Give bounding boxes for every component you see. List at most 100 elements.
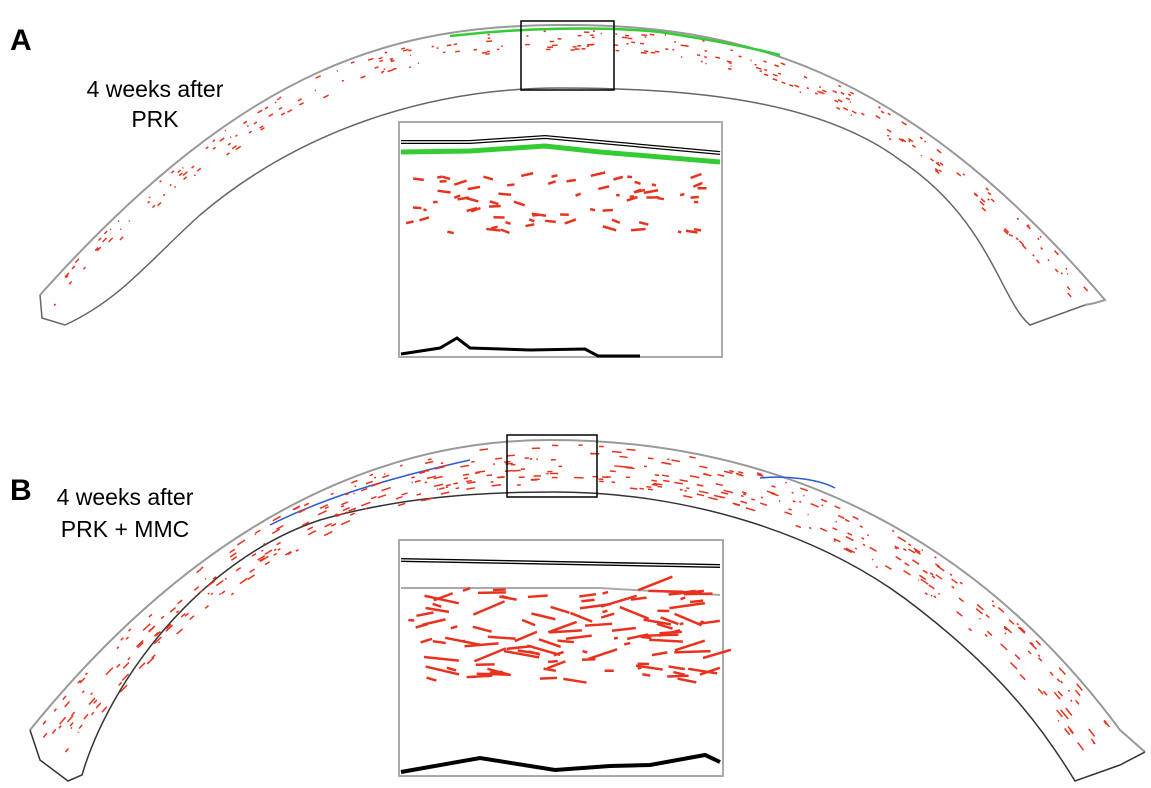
mark bbox=[381, 488, 390, 491]
mark bbox=[736, 473, 742, 475]
mark bbox=[1019, 241, 1023, 245]
mark bbox=[992, 601, 994, 602]
mark bbox=[1067, 273, 1068, 274]
mark bbox=[117, 664, 120, 667]
mark bbox=[846, 537, 854, 541]
mark bbox=[261, 550, 263, 551]
mark bbox=[977, 604, 983, 609]
mark bbox=[703, 474, 708, 475]
mark bbox=[681, 597, 686, 599]
mark bbox=[342, 80, 344, 81]
mark bbox=[219, 594, 220, 595]
mark bbox=[957, 612, 963, 617]
mark bbox=[216, 580, 223, 585]
mark bbox=[232, 146, 236, 149]
mark bbox=[129, 221, 130, 222]
mark bbox=[1066, 708, 1072, 715]
mark bbox=[230, 553, 236, 557]
mark bbox=[760, 71, 762, 72]
mark bbox=[657, 486, 662, 487]
mark bbox=[658, 198, 664, 199]
mark bbox=[528, 596, 548, 597]
mark bbox=[721, 492, 728, 494]
mark bbox=[296, 550, 299, 552]
mark bbox=[1036, 260, 1039, 263]
mark bbox=[902, 122, 907, 125]
mark bbox=[976, 609, 982, 614]
mark bbox=[925, 593, 927, 595]
mark bbox=[388, 70, 393, 72]
mark bbox=[781, 63, 786, 65]
mark bbox=[581, 600, 594, 601]
mark bbox=[1015, 655, 1020, 660]
mark bbox=[764, 70, 767, 71]
mark bbox=[110, 229, 111, 230]
panel-label: A bbox=[10, 24, 32, 57]
mark bbox=[343, 508, 350, 511]
mark bbox=[119, 682, 122, 685]
mark bbox=[981, 199, 985, 202]
caption: PRK + MMC bbox=[61, 516, 189, 542]
mark bbox=[194, 587, 198, 590]
mark bbox=[255, 530, 260, 533]
mark bbox=[998, 608, 1004, 613]
mark bbox=[1030, 643, 1037, 650]
mark bbox=[495, 458, 502, 459]
mark bbox=[351, 480, 357, 482]
inset bbox=[399, 540, 723, 776]
mark bbox=[855, 548, 857, 549]
mark bbox=[822, 90, 826, 92]
mark bbox=[680, 194, 684, 195]
mark bbox=[1048, 260, 1049, 261]
panel-b: B 4 weeks after PRK + MMC bbox=[10, 435, 1145, 781]
mark bbox=[836, 107, 839, 109]
mark bbox=[715, 57, 720, 58]
mark bbox=[988, 199, 990, 200]
mark bbox=[341, 502, 348, 505]
mark bbox=[980, 201, 984, 205]
mark bbox=[991, 199, 994, 202]
mark bbox=[686, 488, 689, 489]
mark bbox=[368, 58, 373, 60]
mark bbox=[274, 553, 277, 555]
mark bbox=[1078, 743, 1084, 751]
mark bbox=[208, 581, 215, 586]
mark bbox=[177, 629, 183, 634]
mark bbox=[59, 726, 61, 728]
mark bbox=[1017, 623, 1019, 625]
mark bbox=[689, 457, 695, 458]
mark bbox=[834, 100, 838, 102]
mark bbox=[646, 487, 651, 488]
mark bbox=[652, 484, 658, 485]
mark bbox=[680, 489, 683, 490]
mark bbox=[624, 643, 630, 644]
mark bbox=[91, 712, 93, 715]
mark bbox=[250, 569, 255, 572]
mark bbox=[222, 591, 225, 594]
mark bbox=[729, 471, 733, 472]
mark bbox=[1065, 729, 1070, 735]
mark bbox=[278, 549, 281, 551]
mark bbox=[205, 578, 206, 579]
mark bbox=[987, 631, 992, 635]
mark bbox=[674, 651, 710, 652]
mark bbox=[1075, 690, 1080, 696]
mark bbox=[641, 637, 651, 638]
mark bbox=[437, 177, 442, 178]
mark bbox=[1058, 691, 1062, 696]
mark bbox=[235, 135, 237, 136]
mark bbox=[417, 494, 422, 495]
mark bbox=[160, 181, 162, 182]
mark bbox=[704, 57, 707, 58]
mark bbox=[838, 85, 840, 86]
mark bbox=[454, 44, 458, 45]
mark bbox=[307, 527, 312, 530]
mark bbox=[1071, 700, 1072, 702]
mark bbox=[648, 489, 653, 490]
mark bbox=[730, 50, 732, 51]
mark bbox=[833, 528, 838, 530]
mark bbox=[905, 563, 910, 566]
mark bbox=[415, 480, 421, 482]
mark bbox=[65, 702, 70, 707]
mark bbox=[651, 53, 656, 54]
